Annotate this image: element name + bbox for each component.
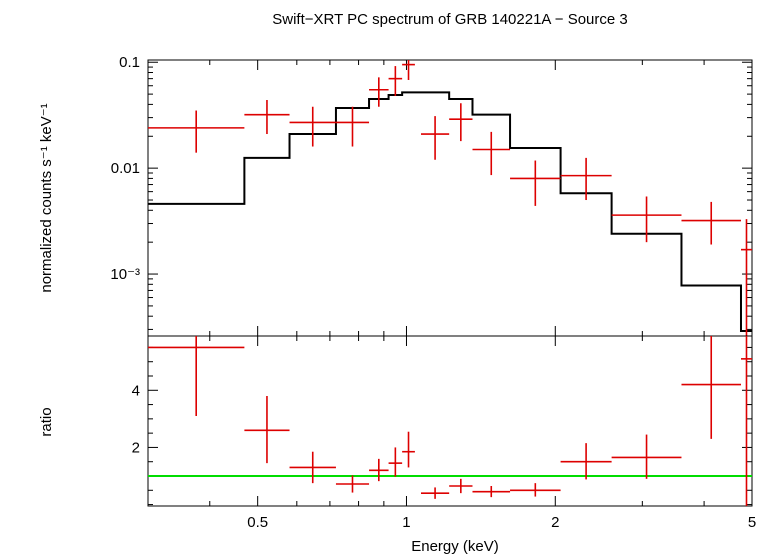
spectrum-point — [611, 196, 682, 243]
top-panel: 0.1 0.01 10⁻³ normalized counts s⁻¹ keV⁻¹ — [38, 54, 753, 337]
bottom-panel-ticks: 0.5 1 2 5 2 4 — [132, 336, 756, 531]
spectrum-point — [148, 110, 245, 153]
ratio-point — [510, 483, 561, 497]
y-tick-label: 4 — [132, 382, 140, 399]
ratio-point — [560, 443, 612, 480]
ratio-point — [740, 336, 752, 506]
top-y-axis-label: normalized counts s⁻¹ keV⁻¹ — [38, 103, 55, 292]
spectrum-point — [472, 131, 511, 176]
spectrum-point — [510, 160, 561, 206]
x-tick-label: 2 — [551, 514, 559, 531]
spectrum-point — [449, 103, 473, 142]
ratio-point — [402, 431, 415, 468]
bottom-panel-frame — [147, 335, 753, 507]
spectrum-point — [740, 219, 752, 336]
y-tick-label: 2 — [132, 439, 140, 456]
spectrum-data-points — [148, 60, 752, 336]
spectrum-point — [289, 106, 336, 147]
ratio-point — [611, 434, 682, 479]
x-axis-label: Energy (keV) — [411, 538, 499, 555]
ratio-point — [681, 336, 741, 439]
ratio-point — [388, 447, 403, 477]
y-tick-label: 0.01 — [111, 160, 140, 177]
x-tick-label: 5 — [748, 514, 756, 531]
ratio-data-points — [148, 336, 752, 506]
spectrum-point — [560, 157, 612, 201]
spectrum-point — [335, 106, 370, 147]
ratio-point — [472, 486, 511, 498]
ratio-point — [421, 487, 450, 499]
ratio-point — [289, 451, 336, 484]
chart-title: Swift−XRT PC spectrum of GRB 140221A − S… — [272, 11, 627, 28]
spectrum-point — [402, 60, 415, 80]
ratio-point — [148, 336, 245, 416]
x-tick-label: 0.5 — [247, 514, 268, 531]
spectrum-point — [421, 116, 450, 160]
ratio-point — [449, 478, 473, 494]
top-panel-frame — [147, 59, 753, 337]
y-tick-label: 10⁻³ — [110, 266, 140, 283]
x-tick-label: 1 — [402, 514, 410, 531]
bottom-y-axis-label: ratio — [38, 407, 55, 436]
spectrum-point — [369, 77, 389, 107]
ratio-point — [244, 396, 290, 464]
spectrum-point — [388, 66, 403, 97]
top-panel-ticks: 0.1 0.01 10⁻³ — [110, 54, 753, 336]
spectrum-point — [681, 201, 741, 245]
ratio-point — [369, 458, 389, 482]
spectrum-point — [244, 100, 290, 135]
bottom-panel: 0.5 1 2 5 2 4 ratio Energy (keV) — [38, 335, 756, 555]
ratio-point — [335, 475, 370, 493]
y-tick-label: 0.1 — [119, 54, 140, 71]
